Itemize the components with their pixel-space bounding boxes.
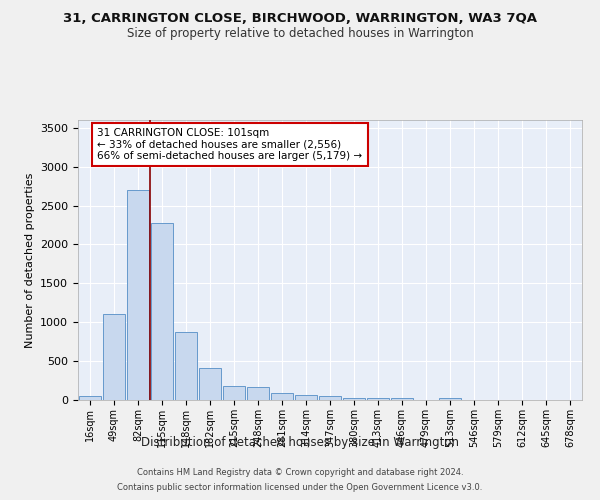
Bar xyxy=(343,398,365,400)
Text: Size of property relative to detached houses in Warrington: Size of property relative to detached ho… xyxy=(127,28,473,40)
Text: Contains public sector information licensed under the Open Government Licence v3: Contains public sector information licen… xyxy=(118,483,482,492)
Text: 31 CARRINGTON CLOSE: 101sqm
← 33% of detached houses are smaller (2,556)
66% of : 31 CARRINGTON CLOSE: 101sqm ← 33% of det… xyxy=(97,128,362,161)
Text: 31, CARRINGTON CLOSE, BIRCHWOOD, WARRINGTON, WA3 7QA: 31, CARRINGTON CLOSE, BIRCHWOOD, WARRING… xyxy=(63,12,537,26)
Bar xyxy=(247,387,269,400)
Bar xyxy=(271,393,293,400)
Bar xyxy=(391,398,413,400)
Bar xyxy=(319,396,341,400)
Bar xyxy=(175,332,197,400)
Bar xyxy=(295,396,317,400)
Bar xyxy=(367,398,389,400)
Bar xyxy=(223,386,245,400)
Text: Distribution of detached houses by size in Warrington: Distribution of detached houses by size … xyxy=(141,436,459,449)
Bar xyxy=(79,396,101,400)
Y-axis label: Number of detached properties: Number of detached properties xyxy=(25,172,35,348)
Bar xyxy=(103,314,125,400)
Bar xyxy=(199,368,221,400)
Bar xyxy=(151,224,173,400)
Bar xyxy=(127,190,149,400)
Text: Contains HM Land Registry data © Crown copyright and database right 2024.: Contains HM Land Registry data © Crown c… xyxy=(137,468,463,477)
Bar xyxy=(439,398,461,400)
